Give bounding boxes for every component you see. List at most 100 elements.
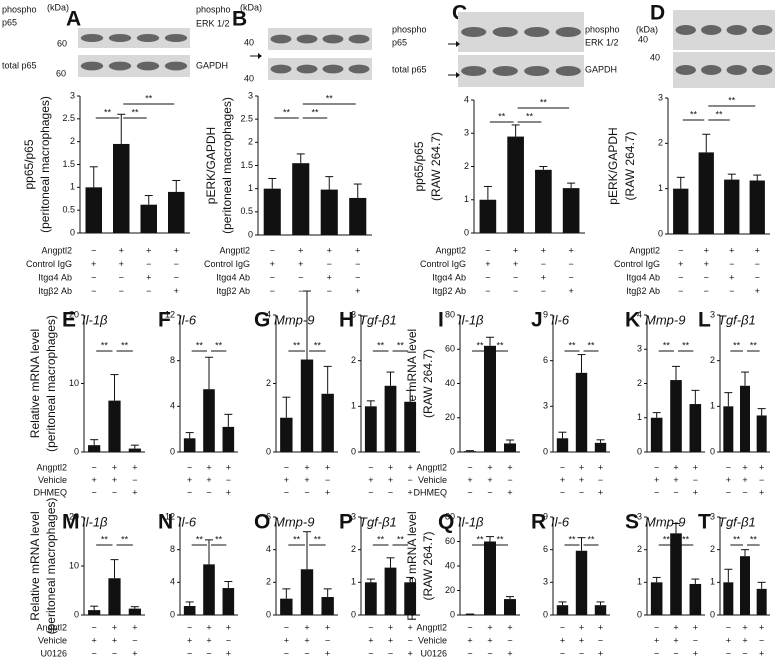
- sig-label: **: [663, 340, 671, 350]
- condition-sign: +: [487, 462, 492, 472]
- y-tick-label: 10: [69, 560, 79, 570]
- condition-sign: +: [673, 475, 678, 485]
- condition-sign: −: [132, 475, 137, 485]
- condition-label: U0126: [420, 648, 447, 658]
- error-bar: [406, 576, 415, 583]
- sig-label: **: [476, 534, 484, 544]
- y-tick-label: 9: [543, 511, 548, 521]
- condition-sign: −: [654, 487, 659, 497]
- condition-sign: +: [298, 259, 303, 269]
- bar: [321, 597, 334, 615]
- condition-sign: +: [579, 622, 584, 632]
- panel-letter: N: [158, 511, 173, 534]
- condition-sign: −: [598, 635, 603, 645]
- condition-sign: −: [513, 286, 518, 296]
- sig-label: **: [750, 534, 758, 544]
- condition-sign: −: [487, 648, 492, 658]
- sig-label: **: [104, 107, 112, 117]
- bar: [128, 448, 141, 452]
- sig-label: **: [733, 534, 741, 544]
- condition-sign: +: [729, 272, 734, 282]
- y-tick-label: 0: [266, 446, 271, 456]
- blot-band: [461, 66, 487, 76]
- error-bar: [757, 408, 766, 416]
- y-tick-label: 2: [658, 138, 663, 148]
- condition-sign: −: [568, 259, 573, 269]
- y-tick-label: 0: [658, 228, 663, 238]
- error-bar: [144, 195, 153, 205]
- error-bar: [486, 336, 494, 346]
- y-tick-label: 2: [710, 544, 715, 554]
- blot-label: phospho: [392, 24, 427, 34]
- condition-sign: −: [579, 648, 584, 658]
- y-tick-label: 6: [543, 355, 548, 365]
- condition-sign: −: [146, 259, 151, 269]
- blot-band: [555, 66, 581, 76]
- condition-sign: −: [759, 635, 764, 645]
- y-tick-label: 2: [637, 544, 642, 554]
- condition-sign: −: [327, 286, 332, 296]
- bar: [300, 359, 314, 452]
- condition-sign: +: [598, 622, 603, 632]
- error-bar: [558, 431, 567, 439]
- y-tick-label: 0: [543, 609, 548, 619]
- blot-band: [726, 25, 747, 35]
- sig-label: **: [682, 340, 690, 350]
- condition-sign: +: [174, 286, 179, 296]
- y-tick-label: 60: [445, 344, 455, 354]
- condition-sign: −: [654, 462, 659, 472]
- condition-sign: +: [704, 259, 709, 269]
- gene-title: Tgf-β1: [718, 312, 756, 327]
- y-axis-label: (peritoneal macrophages): [38, 96, 52, 233]
- condition-sign: −: [284, 622, 289, 632]
- condition-sign: +: [507, 487, 512, 497]
- condition-sign: +: [408, 648, 413, 658]
- condition-sign: −: [560, 622, 565, 632]
- bar: [670, 380, 682, 452]
- condition-sign: −: [226, 475, 231, 485]
- sig-label: **: [526, 111, 534, 121]
- y-axis-label: Relative mRNA level: [405, 511, 419, 620]
- y-axis-label: (peritoneal macrophages): [44, 315, 58, 452]
- condition-sign: +: [742, 635, 747, 645]
- gene-title: Il-6: [551, 312, 570, 327]
- condition-label: Angptl2: [36, 622, 67, 632]
- bar: [670, 533, 682, 615]
- condition-sign: +: [206, 622, 211, 632]
- condition-label: Angptl2: [416, 462, 447, 472]
- error-bar: [672, 365, 680, 381]
- condition-sign: +: [693, 622, 698, 632]
- y-axis-label: Relative mRNA level: [28, 511, 42, 620]
- condition-sign: −: [270, 245, 275, 255]
- bar: [128, 608, 141, 615]
- condition-sign: +: [729, 245, 734, 255]
- panel-letter: K: [625, 309, 640, 332]
- panel-letter: T: [698, 511, 711, 534]
- blot-band: [270, 34, 292, 44]
- condition-sign: +: [568, 245, 573, 255]
- condition-sign: +: [284, 475, 289, 485]
- y-tick-label: 2.5: [62, 113, 75, 123]
- gene-title: Il-1β: [458, 514, 484, 529]
- bar: [300, 569, 314, 615]
- condition-sign: +: [368, 635, 373, 645]
- y-tick-label: 9: [543, 309, 548, 319]
- blot-label: phospho: [585, 24, 620, 34]
- condition-sign: +: [485, 259, 490, 269]
- y-tick-label: 0: [351, 609, 356, 619]
- bar: [756, 415, 767, 452]
- error-bar: [224, 581, 233, 589]
- panel-letter: D: [650, 2, 665, 25]
- y-tick-label: 12: [165, 511, 175, 521]
- condition-sign: +: [146, 245, 151, 255]
- condition-sign: +: [112, 635, 117, 645]
- blot-band: [296, 64, 318, 74]
- y-tick-label: 3: [637, 511, 642, 521]
- condition-label: Itgβ2 Ab: [626, 286, 660, 296]
- blot-band: [348, 34, 370, 44]
- condition-label: Vehicle: [418, 635, 447, 645]
- condition-sign: +: [132, 648, 137, 658]
- condition-sign: +: [408, 622, 413, 632]
- y-axis-label: (peritoneal macrophages): [220, 97, 234, 234]
- condition-sign: −: [388, 487, 393, 497]
